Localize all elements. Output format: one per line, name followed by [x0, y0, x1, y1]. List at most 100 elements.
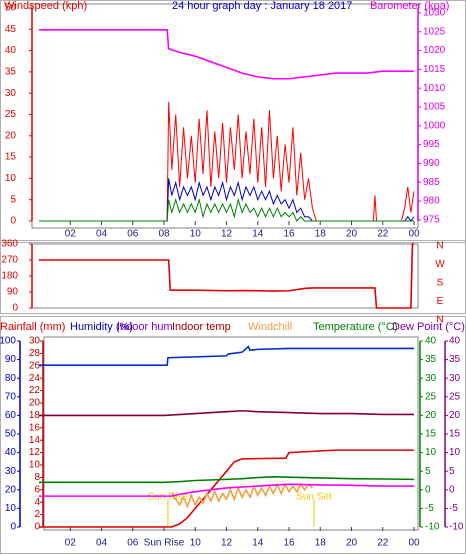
y-tick-label: 35: [5, 67, 17, 78]
x-tick-label: 18: [315, 538, 327, 549]
y-tick-label: 0: [34, 522, 40, 533]
x-tick-label: 16: [283, 538, 295, 549]
x-tick-label: 22: [377, 229, 389, 240]
y-tick-label: 16: [29, 422, 41, 433]
y-tick-label: 2: [34, 509, 40, 520]
x-tick-label: 20: [346, 229, 358, 240]
y-tick-label: 30: [29, 336, 41, 347]
series-line: [39, 409, 414, 417]
y-axis-label: Windspeed (kph): [4, 0, 87, 12]
y-tick-label: 0: [449, 484, 455, 495]
legend-label: Temperature (°C): [313, 321, 397, 333]
y-tick-label: 40: [449, 336, 461, 347]
y-tick-label: 1000: [423, 120, 446, 131]
compass-label: N: [436, 315, 443, 326]
x-tick-label: 10: [190, 538, 202, 549]
x-tick-label: 12: [221, 229, 233, 240]
y-tick-label: 1005: [423, 102, 446, 113]
x-tick-label: 00: [408, 229, 420, 240]
y-tick-label: 14: [29, 435, 41, 446]
x-tick-label: 02: [65, 229, 77, 240]
y-tick-label: 0: [12, 303, 18, 314]
y-tick-label: 60: [5, 410, 17, 421]
y-tick-label: 270: [1, 255, 18, 266]
x-tick-label: 08: [158, 229, 170, 240]
x-tick-label: 04: [96, 229, 108, 240]
chart-title: 24 hour graph day : January 18 2017: [172, 0, 352, 12]
y-tick-label: 10: [5, 503, 17, 514]
y-tick-label: 0: [10, 216, 16, 227]
series-line: [39, 475, 415, 484]
y-tick-label: 90: [5, 354, 17, 365]
y2-axis-label: Barometer (kpa): [370, 0, 449, 12]
y-tick-label: 80: [5, 373, 17, 384]
y-tick-label: 5: [10, 194, 16, 205]
y-tick-label: 50: [5, 429, 17, 440]
y-tick-label: 6: [34, 484, 40, 495]
y-tick-label: 30: [425, 373, 437, 384]
y-tick-label: 180: [1, 271, 18, 282]
y-tick-label: 18: [29, 410, 41, 421]
y-tick-label: 1010: [423, 83, 446, 94]
y-tick-label: 50: [5, 3, 17, 14]
y-tick-label: 45: [5, 24, 17, 35]
plot-frame: [43, 336, 419, 531]
y-tick-label: 15: [449, 429, 461, 440]
x-tick-label: 06: [127, 538, 139, 549]
y-tick-label: 100: [0, 336, 16, 347]
y-tick-label: 22: [29, 385, 41, 396]
legend-label: Dew Point (°C): [392, 321, 465, 333]
x-tick-label: 12: [221, 538, 233, 549]
x-tick-label: 00: [408, 538, 420, 549]
y-tick-label: 30: [5, 88, 17, 99]
y-tick-label: 15: [425, 429, 437, 440]
y-tick-label: 4: [34, 497, 40, 508]
series-line: [39, 197, 414, 222]
y-tick-label: 20: [425, 410, 437, 421]
compass-label: E: [437, 296, 444, 307]
legend-label: Indoor hum: [117, 321, 173, 333]
x-tick-label: 14: [252, 229, 264, 240]
y-tick-label: 10: [29, 460, 41, 471]
y-tick-label: 360: [1, 239, 18, 250]
legend-label: Rainfall (mm): [0, 321, 65, 333]
y-tick-label: 5: [449, 466, 455, 477]
compass-label: N: [436, 241, 443, 252]
x-tick-label: 10: [190, 229, 202, 240]
y-tick-label: 1020: [423, 45, 446, 56]
y-tick-label: 10: [425, 447, 437, 458]
y-tick-label: 1030: [423, 8, 446, 19]
y-tick-label: 25: [5, 109, 17, 120]
y-tick-label: 10: [5, 173, 17, 184]
y-tick-label: 90: [7, 287, 19, 298]
x-tick-label: 20: [346, 538, 358, 549]
y-tick-label: -5: [449, 503, 458, 514]
y-tick-label: 0: [425, 484, 431, 495]
x-tick-label: 18: [315, 229, 327, 240]
series-line: [39, 345, 414, 366]
y-tick-label: 12: [29, 447, 41, 458]
series-line: [171, 482, 313, 509]
y-tick-label: 10: [449, 447, 461, 458]
x-tick-label: 14: [252, 538, 264, 549]
series-line: [39, 449, 414, 528]
y-tick-label: 40: [5, 447, 17, 458]
annotation-label: Sun Set: [296, 492, 332, 503]
y-tick-label: -10: [425, 522, 440, 533]
y-tick-label: 20: [5, 484, 17, 495]
y-tick-label: 1015: [423, 64, 446, 75]
y-tick-label: 24: [29, 373, 41, 384]
y-tick-label: 35: [449, 354, 461, 365]
y-tick-label: 25: [449, 391, 461, 402]
annotation-label: Sun Rise: [148, 492, 189, 503]
y-tick-label: 40: [5, 45, 17, 56]
x-tick-label: Sun Rise: [144, 538, 185, 549]
y-tick-label: 1025: [423, 26, 446, 37]
legend-label: Indoor temp: [172, 321, 231, 333]
y-tick-label: -10: [449, 522, 464, 533]
y-tick-label: 0: [10, 522, 16, 533]
y-tick-label: 990: [423, 158, 440, 169]
y-tick-label: 15: [5, 152, 17, 163]
